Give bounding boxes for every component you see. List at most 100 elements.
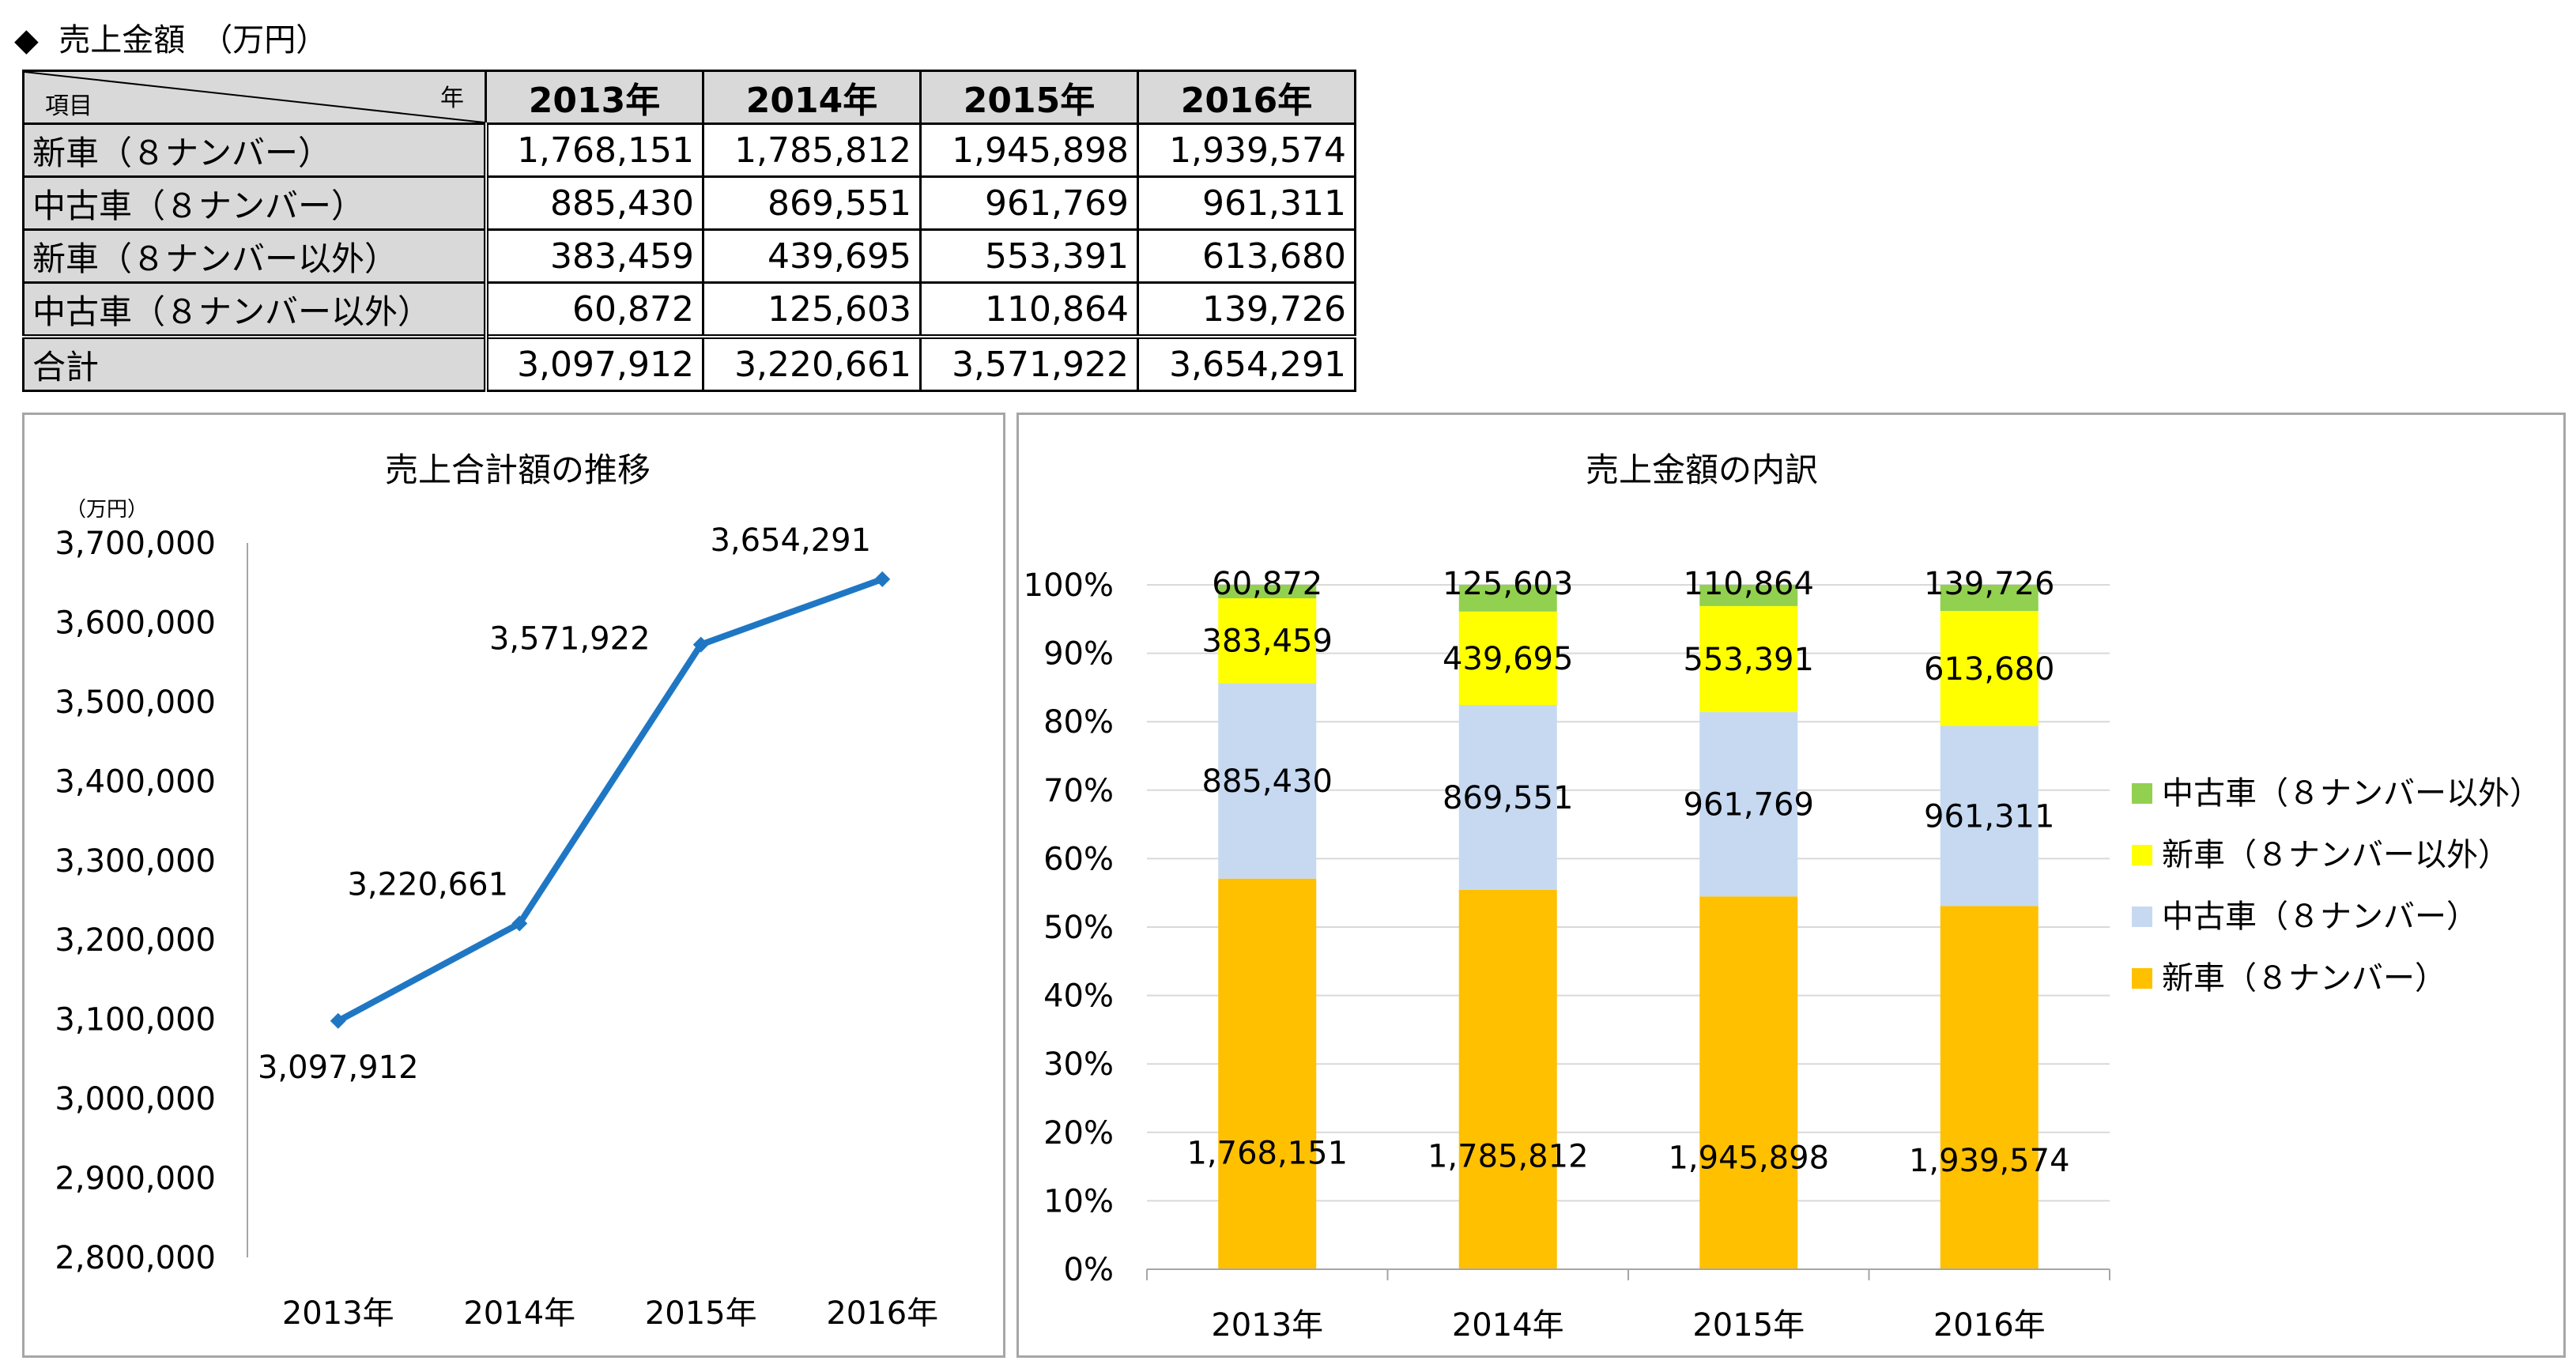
- legend-label: 新車（８ナンバー）: [2162, 960, 2446, 997]
- row-label: 合計: [22, 334, 488, 392]
- x-tick-label: 2016年: [1933, 1307, 2046, 1344]
- bar-segment: [1940, 906, 2039, 1269]
- data-label: 961,311: [1924, 798, 2054, 835]
- bar-segment: [1458, 889, 1557, 1269]
- y-tick-label: 3,600,000: [55, 605, 216, 641]
- table-cell: 961,311: [1137, 175, 1356, 231]
- bar-segment: [1218, 878, 1317, 1269]
- data-label: 553,391: [1684, 642, 1814, 678]
- y-tick-label: 0%: [1064, 1252, 1114, 1288]
- x-tick-label: 2015年: [645, 1295, 757, 1332]
- heading-unit: （万円）: [217, 22, 328, 58]
- bar-chart-title: 売上金額の内訳: [1586, 450, 1818, 489]
- table-header-row: 年 項目 2013年 2014年 2015年 2016年: [22, 70, 1356, 125]
- bar-segment: [1458, 611, 1557, 706]
- row-label: 中古車（８ナンバー）: [22, 175, 488, 231]
- y-tick-label: 100%: [1024, 567, 1114, 604]
- y-tick-label: 40%: [1043, 978, 1114, 1015]
- year-header: 2015年: [919, 70, 1139, 125]
- data-point: [874, 571, 891, 587]
- data-point: [692, 636, 709, 653]
- data-label: 961,769: [1684, 787, 1814, 824]
- legend-label: 新車（８ナンバー以外）: [2162, 837, 2510, 873]
- y-tick-label: 3,500,000: [55, 684, 216, 721]
- table-cell: 3,220,661: [702, 334, 922, 392]
- data-label: 383,459: [1202, 624, 1333, 660]
- legend-swatch: [2132, 845, 2152, 865]
- table-cell: 553,391: [919, 228, 1139, 284]
- table-cell: 961,769: [919, 175, 1139, 231]
- bar-segment: [1940, 726, 2039, 906]
- sales-table: 年 項目 2013年 2014年 2015年 2016年 新車（８ナンバー） 1…: [22, 70, 1356, 392]
- corner-diagonal: [25, 72, 485, 122]
- legend-swatch: [2132, 968, 2152, 989]
- table-cell: 383,459: [485, 228, 704, 284]
- legend-label: 中古車（８ナンバー）: [2162, 899, 2478, 935]
- table-cell: 1,939,574: [1137, 122, 1356, 178]
- x-tick-label: 2016年: [826, 1295, 938, 1332]
- y-tick-label: 60%: [1043, 841, 1114, 877]
- legend-label: 中古車（８ナンバー以外）: [2162, 775, 2541, 812]
- bar-segment: [1218, 585, 1317, 599]
- table-corner-cell: 年 項目: [22, 70, 487, 125]
- data-label: 885,430: [1202, 763, 1333, 800]
- data-label: 3,220,661: [347, 866, 508, 903]
- table-row: 新車（８ナンバー） 1,768,151 1,785,812 1,945,898 …: [22, 122, 1356, 178]
- table-row: 中古車（８ナンバー） 885,430 869,551 961,769 961,3…: [22, 175, 1356, 231]
- y-tick-label: 20%: [1043, 1115, 1114, 1152]
- line-chart: 売上合計額の推移 （万円） 2,800,000 2,900,000 3,000,00…: [55, 450, 938, 1332]
- data-label: 125,603: [1443, 566, 1573, 602]
- table-cell: 1,768,151: [485, 122, 704, 178]
- row-label: 新車（８ナンバー）: [22, 122, 488, 178]
- line-chart-panel: 売上合計額の推移 （万円） 2,800,000 2,900,000 3,000,00…: [22, 413, 1005, 1358]
- data-point: [330, 1012, 346, 1029]
- table-cell: 60,872: [485, 281, 704, 338]
- data-label: 1,945,898: [1668, 1140, 1829, 1177]
- bar-segment: [1458, 705, 1557, 890]
- stacked-bar-chart-panel: 売上金額の内訳 0% 10% 20% 30% 40% 50% 60% 70% 80% 90% 100…: [1016, 413, 2566, 1358]
- y-tick-label: 2,900,000: [55, 1161, 216, 1197]
- bar-segment: [1458, 585, 1557, 612]
- bar-segment: [1940, 585, 2039, 612]
- y-tick-label: 3,100,000: [55, 1002, 216, 1038]
- x-tick-label: 2013年: [282, 1295, 394, 1332]
- data-label: 1,768,151: [1186, 1136, 1348, 1172]
- y-tick-label: 3,000,000: [55, 1081, 216, 1118]
- diamond-bullet-icon: ◆: [14, 22, 39, 58]
- y-tick-label: 10%: [1043, 1183, 1114, 1219]
- y-tick-label: 80%: [1043, 704, 1114, 741]
- data-label: 3,097,912: [258, 1050, 419, 1086]
- y-tick-label: 90%: [1043, 636, 1114, 673]
- data-label: 869,551: [1443, 780, 1573, 816]
- corner-item-label: 項目: [45, 92, 92, 120]
- data-label: 1,785,812: [1428, 1138, 1589, 1174]
- table-cell: 139,726: [1137, 281, 1356, 338]
- bar-segment: [1699, 712, 1798, 897]
- data-point: [511, 915, 528, 932]
- bar-segment: [1699, 896, 1798, 1269]
- table-cell: 613,680: [1137, 228, 1356, 284]
- corner-year-label: 年: [440, 85, 464, 112]
- bar-segment: [1699, 585, 1798, 606]
- heading-title: 売上金額: [58, 22, 186, 58]
- y-tick-label: 3,300,000: [55, 843, 216, 880]
- year-header: 2016年: [1137, 70, 1356, 125]
- table-total-row: 合計 3,097,912 3,220,661 3,571,922 3,654,2…: [22, 334, 1356, 392]
- x-tick-label: 2013年: [1211, 1307, 1323, 1344]
- line-chart-title: 売上合計額の推移: [385, 450, 651, 489]
- bar-segment: [1218, 598, 1317, 684]
- bar-segment: [1940, 611, 2039, 726]
- data-label: 439,695: [1443, 641, 1573, 677]
- table-cell: 1,785,812: [702, 122, 922, 178]
- legend-swatch: [2132, 783, 2152, 804]
- table-row: 中古車（８ナンバー以外） 60,872 125,603 110,864 139,…: [22, 281, 1356, 338]
- table-cell: 3,654,291: [1137, 334, 1356, 392]
- data-label: 3,654,291: [710, 522, 871, 559]
- x-tick-label: 2014年: [463, 1295, 575, 1332]
- table-cell: 1,945,898: [919, 122, 1139, 178]
- row-label: 中古車（８ナンバー以外）: [22, 281, 488, 338]
- row-label: 新車（８ナンバー以外）: [22, 228, 488, 284]
- table-cell: 439,695: [702, 228, 922, 284]
- table-cell: 885,430: [485, 175, 704, 231]
- table-cell: 3,571,922: [919, 334, 1139, 392]
